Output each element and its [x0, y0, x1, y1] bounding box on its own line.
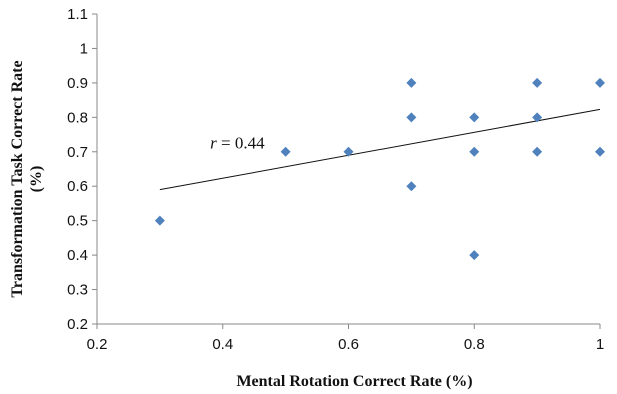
x-tick-label: 0.8 — [464, 336, 485, 353]
data-point — [595, 146, 605, 157]
tick-labels: 0.2 0.3 0.4 0.5 0.6 0.7 0.8 0.9 1 1.1 0.2 0.4 0.6 0.8… — [67, 6, 604, 353]
y-tick-label: 0.5 — [67, 213, 88, 230]
x-tick-label: 0.2 — [87, 336, 108, 353]
trendline-group — [159, 108, 601, 191]
x-tick-label: 1 — [596, 336, 604, 353]
x-tick-label: 0.4 — [212, 336, 233, 353]
x-tick-label: 0.6 — [338, 336, 359, 353]
trendline — [159, 108, 601, 191]
data-point — [406, 77, 417, 88]
y-axis-title-line2: (%) — [28, 166, 45, 193]
y-tick-label: 0.9 — [67, 75, 88, 92]
data-point — [532, 112, 543, 123]
y-tick-label: 0.6 — [67, 178, 88, 195]
data-point — [154, 215, 165, 226]
data-point — [595, 77, 605, 88]
data-point — [532, 77, 543, 88]
axes — [92, 13, 601, 329]
y-tick-label: 0.2 — [67, 316, 88, 333]
y-tick-label: 0.8 — [67, 109, 88, 126]
correlation-annotation: r = 0.44 — [210, 133, 265, 152]
r-value: = 0.44 — [217, 133, 265, 152]
y-axis-title-line1: Transformation Task Correct Rate — [9, 60, 26, 297]
y-tick-label: 0.4 — [67, 247, 88, 264]
data-point — [406, 112, 417, 123]
y-tick-label: 1 — [80, 40, 88, 57]
y-tick-label: 0.7 — [67, 144, 88, 161]
data-point — [280, 146, 291, 157]
r-symbol: r — [210, 133, 217, 152]
data-point — [532, 146, 543, 157]
y-tick-label: 1.1 — [67, 6, 88, 23]
x-axis-title: Mental Rotation Correct Rate (%) — [236, 373, 472, 390]
y-tick-label: 0.3 — [67, 282, 88, 299]
data-point — [469, 250, 480, 261]
data-point — [343, 146, 354, 157]
data-point — [469, 146, 480, 157]
data-point — [469, 112, 480, 123]
data-point — [406, 181, 417, 192]
y-axis-title: Transformation Task Correct Rate (%) — [9, 60, 45, 297]
data-points — [154, 77, 605, 261]
